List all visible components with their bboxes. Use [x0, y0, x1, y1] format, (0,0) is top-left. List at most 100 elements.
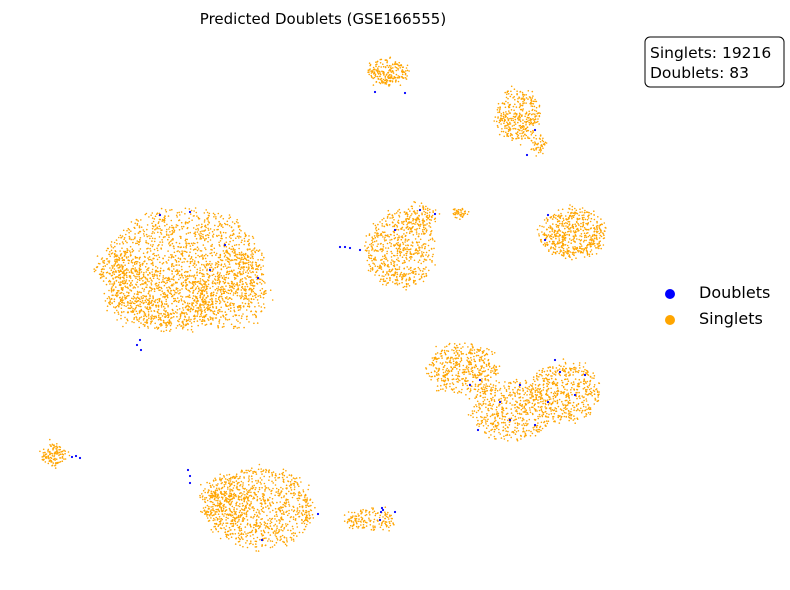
singlet-point [184, 213, 186, 215]
singlet-point [232, 516, 235, 519]
singlet-point [221, 518, 224, 521]
singlet-point [215, 254, 217, 256]
singlet-point [293, 494, 295, 497]
singlet-point [158, 236, 161, 238]
singlet-point [484, 421, 487, 423]
singlet-point [237, 257, 239, 259]
singlet-point [205, 323, 208, 326]
singlet-point [246, 275, 249, 277]
singlet-point [214, 213, 216, 216]
singlet-point [133, 297, 136, 299]
singlet-point [304, 525, 307, 528]
singlet-point [207, 306, 209, 308]
singlet-point [200, 320, 203, 323]
singlet-point [274, 479, 277, 481]
singlet-point [531, 396, 533, 398]
singlet-point [226, 223, 229, 226]
singlet-point [543, 399, 545, 401]
singlet-point [481, 372, 483, 375]
singlet-point [506, 400, 508, 402]
singlet-point [215, 216, 217, 218]
singlet-point [432, 359, 435, 362]
singlet-point [461, 382, 464, 385]
singlet-point [168, 228, 170, 230]
singlet-point [189, 291, 191, 293]
singlet-point [225, 516, 228, 519]
singlet-point [270, 527, 273, 530]
singlet-point [157, 284, 160, 286]
singlet-point [121, 289, 124, 292]
singlet-point [129, 245, 132, 248]
singlet-point [241, 505, 244, 507]
singlet-point [229, 253, 231, 256]
singlet-point [174, 291, 177, 294]
singlet-point [231, 271, 234, 273]
singlet-point [276, 525, 278, 527]
singlet-point [213, 517, 215, 520]
singlet-point [541, 410, 543, 413]
singlet-point [514, 381, 517, 384]
singlet-point [298, 515, 300, 518]
singlet-point [154, 269, 157, 272]
singlet-point [242, 287, 244, 290]
singlet-point [159, 241, 161, 243]
singlet-point [155, 306, 157, 308]
singlet-point [205, 513, 208, 515]
singlet-point [233, 484, 236, 487]
singlet-point [301, 522, 303, 524]
singlet-point [211, 270, 214, 273]
singlet-point [166, 321, 169, 324]
singlet-point [102, 265, 105, 268]
singlet-point [252, 279, 254, 281]
singlet-point [207, 276, 210, 278]
singlet-point [219, 216, 222, 218]
singlet-point [212, 236, 214, 238]
singlet-point [228, 247, 231, 249]
singlet-point [184, 258, 187, 260]
singlet-point [442, 362, 444, 364]
singlet-point [307, 505, 310, 508]
singlet-point [118, 258, 121, 260]
singlet-point [470, 356, 472, 359]
singlet-point [546, 422, 549, 425]
singlet-point [230, 259, 233, 261]
singlet-point [156, 247, 158, 250]
singlet-point [188, 242, 191, 245]
singlet-point [307, 520, 309, 523]
singlet-point [270, 521, 273, 524]
singlet-point [302, 520, 305, 523]
singlet-point [254, 314, 257, 317]
singlet-point [236, 521, 239, 523]
singlet-point [255, 296, 257, 299]
singlet-point [237, 225, 240, 227]
singlet-point [219, 500, 221, 502]
singlet-point [247, 498, 249, 500]
singlet-point [210, 266, 213, 269]
singlet-point [450, 388, 453, 390]
singlet-point [285, 484, 288, 487]
singlet-point [583, 416, 586, 418]
singlet-point [217, 513, 220, 515]
singlet-point [520, 438, 522, 440]
singlet-point [238, 511, 241, 514]
singlet-point [126, 302, 129, 304]
singlet-point [233, 276, 236, 279]
singlet-point [256, 267, 258, 270]
singlet-point [212, 280, 214, 283]
singlet-point [163, 221, 166, 223]
singlet-point [146, 248, 148, 250]
singlet-point [195, 301, 197, 303]
singlet-point [208, 482, 211, 485]
singlet-point [540, 396, 542, 399]
singlet-point [455, 363, 458, 365]
singlet-point [226, 522, 229, 524]
singlet-point [129, 277, 132, 279]
singlet-point [475, 396, 478, 399]
singlet-point [514, 422, 516, 425]
singlet-point [430, 378, 432, 381]
singlet-point [122, 259, 124, 261]
singlet-point [181, 255, 184, 257]
singlet-point [582, 366, 585, 368]
singlet-point [242, 508, 244, 511]
singlet-point [118, 296, 121, 299]
